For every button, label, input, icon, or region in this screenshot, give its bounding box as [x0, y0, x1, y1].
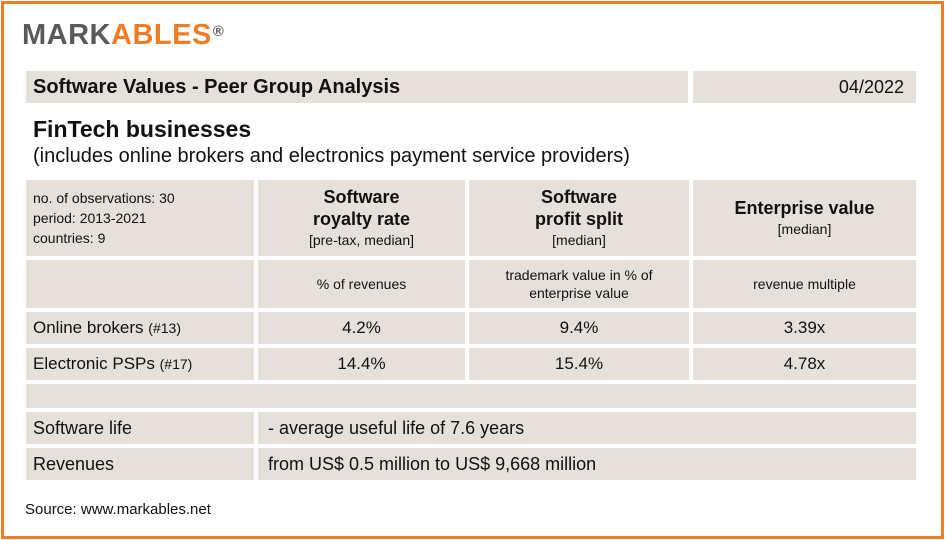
- online-brokers-royalty: 4.2%: [258, 312, 465, 344]
- row-label: Electronic PSPs: [33, 354, 155, 373]
- header-date: 04/2022: [693, 71, 916, 103]
- units-row-empty: [26, 260, 254, 308]
- electronic-psps-royalty: 14.4%: [258, 348, 465, 380]
- registered-mark: ®: [212, 23, 225, 40]
- royalty-header-line2: royalty rate: [312, 209, 411, 229]
- observations-countries: countries: 9: [33, 230, 106, 246]
- profit-split-header-line1: Software: [540, 187, 618, 207]
- enterprise-value-header: Enterprise value: [734, 198, 875, 218]
- column-header-enterprise-value: Enterprise value [median]: [693, 180, 916, 256]
- royalty-unit: % of revenues: [258, 260, 465, 308]
- software-life-value: - average useful life of 7.6 years: [258, 412, 916, 444]
- section-title: FinTech businesses: [33, 116, 252, 142]
- observations-info: no. of observations: 30 period: 2013-202…: [26, 180, 254, 256]
- enterprise-value-unit: revenue multiple: [693, 260, 916, 308]
- header-title: Software Values - Peer Group Analysis: [26, 71, 688, 103]
- table-row-label-online-brokers: Online brokers (#13): [26, 312, 254, 344]
- royalty-header-note: [pre-tax, median]: [308, 232, 415, 248]
- revenues-value: from US$ 0.5 million to US$ 9,668 millio…: [258, 448, 916, 480]
- column-header-royalty: Software royalty rate [pre-tax, median]: [258, 180, 465, 256]
- section-block: FinTech businesses (includes online brok…: [26, 106, 916, 178]
- profit-split-header-note: [median]: [552, 232, 606, 248]
- logo-part-1: MARK: [22, 19, 111, 51]
- observations-count: no. of observations: 30: [33, 190, 175, 206]
- row-label: Online brokers: [33, 318, 144, 337]
- profit-split-header-line2: profit split: [535, 209, 623, 229]
- section-subtitle: (includes online brokers and electronics…: [33, 145, 630, 167]
- royalty-header-line1: Software: [323, 187, 400, 207]
- online-brokers-ev-multiple: 3.39x: [693, 312, 916, 344]
- software-life-label: Software life: [26, 412, 254, 444]
- electronic-psps-profit-split: 15.4%: [469, 348, 689, 380]
- column-header-profit-split: Software profit split [median]: [469, 180, 689, 256]
- source-note: Source: www.markables.net: [25, 501, 211, 518]
- row-count: (#13): [148, 320, 181, 336]
- row-count: (#17): [159, 356, 193, 372]
- enterprise-value-header-note: [median]: [777, 221, 832, 237]
- revenues-label: Revenues: [26, 448, 254, 480]
- logo-part-3: BLES: [132, 19, 212, 51]
- spacer-row: [26, 384, 916, 408]
- profit-split-unit: trademark value in % of enterprise value: [469, 260, 689, 308]
- online-brokers-profit-split: 9.4%: [469, 312, 689, 344]
- electronic-psps-ev-multiple: 4.78x: [693, 348, 916, 380]
- markables-logo: MARKABLES®: [22, 18, 224, 52]
- observations-period: period: 2013-2021: [33, 210, 147, 226]
- table-row-label-electronic-psps: Electronic PSPs (#17): [26, 348, 254, 380]
- logo-part-2: A: [111, 19, 133, 51]
- peer-group-table: Software Values - Peer Group Analysis 04…: [26, 71, 916, 492]
